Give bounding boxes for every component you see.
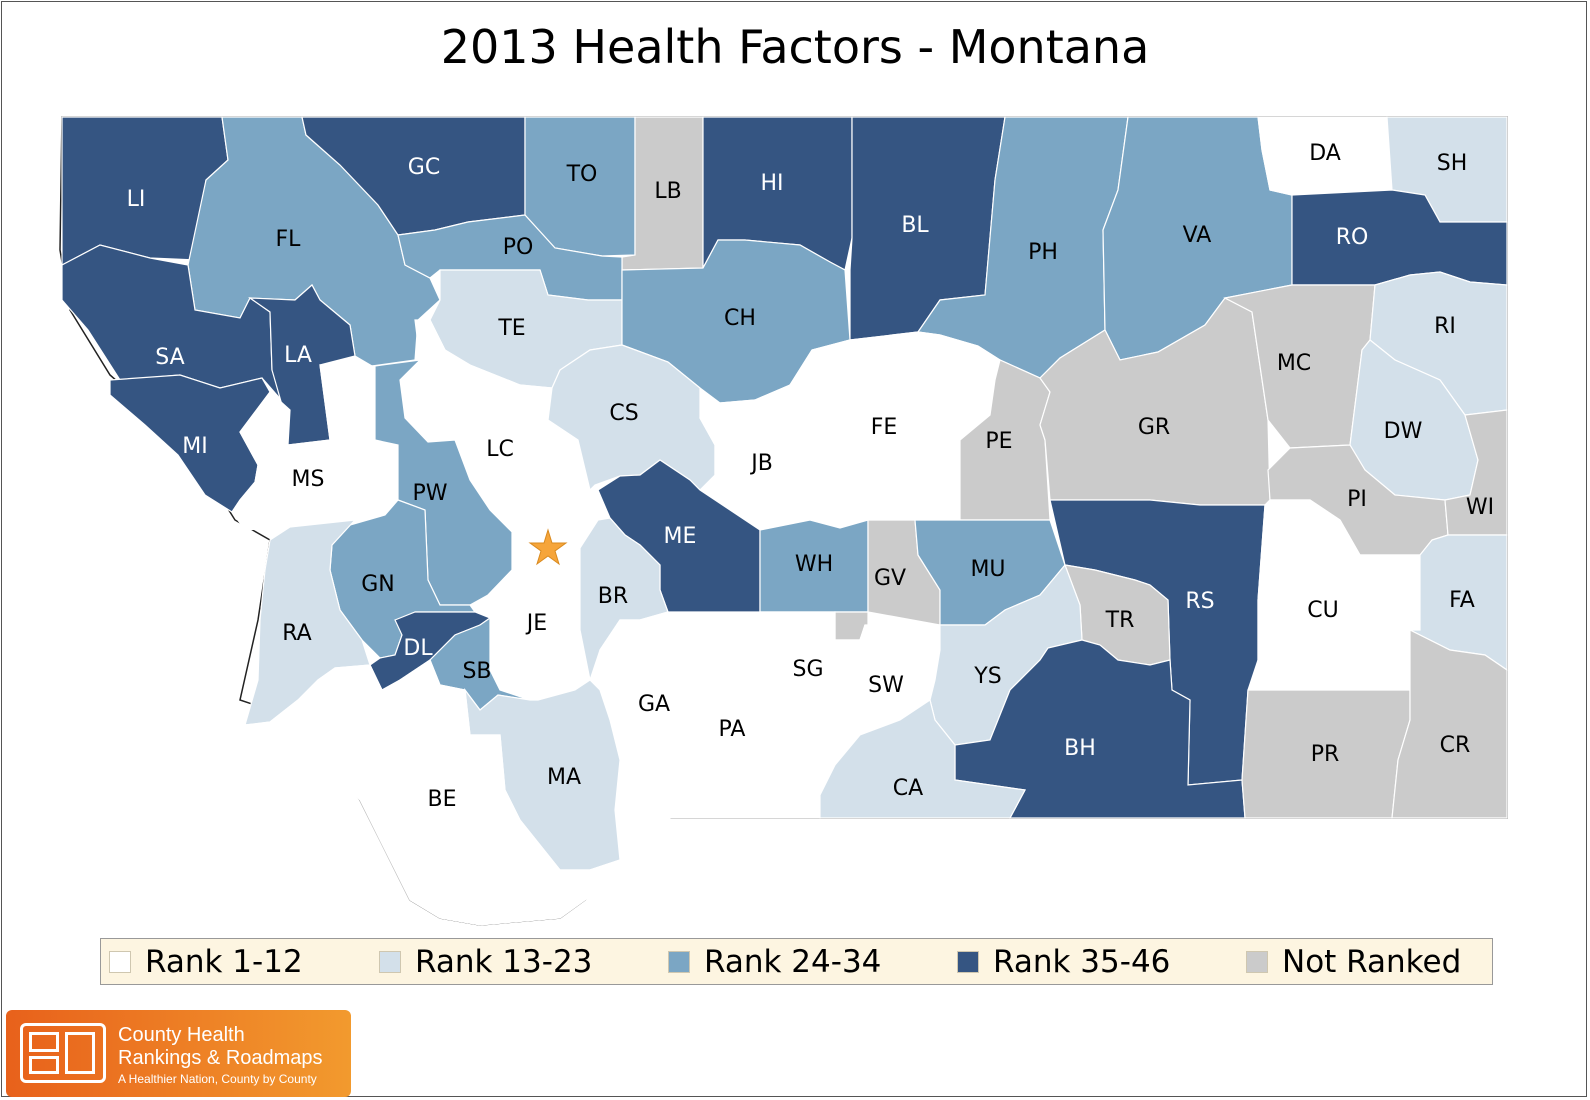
county-gr [1039, 297, 1271, 506]
map-legend: Rank 1-12 Rank 13-23 Rank 24-34 Rank 35-46 N… [100, 938, 1493, 985]
county-label-va: VA [1183, 223, 1212, 248]
county-label-fa: FA [1449, 588, 1475, 613]
county-label-ys: YS [973, 664, 1001, 689]
county-label-hi: HI [760, 171, 783, 196]
county-label-la: LA [284, 343, 312, 368]
county-label-rs: RS [1185, 589, 1214, 614]
county-label-bl: BL [901, 213, 929, 238]
county-label-cs: CS [609, 401, 638, 426]
county-label-te: TE [497, 316, 525, 341]
county-label-to: TO [566, 162, 598, 187]
county-label-gn: GN [361, 572, 395, 597]
county-label-mi: MI [182, 434, 207, 459]
county-label-sb: SB [462, 659, 491, 684]
county-label-li: LI [127, 187, 146, 212]
legend-swatch [957, 951, 979, 973]
legend-item: Rank 1-12 [109, 944, 303, 980]
county-label-mu: MU [970, 557, 1005, 582]
legend-swatch [668, 951, 690, 973]
legend-swatch [379, 951, 401, 973]
county-label-sw: SW [868, 673, 904, 698]
county-label-mc: MC [1277, 351, 1311, 376]
county-label-ra: RA [282, 621, 311, 646]
county-label-wh: WH [795, 552, 833, 577]
county-label-ph: PH [1028, 240, 1058, 265]
county-label-ca: CA [893, 776, 923, 801]
county-label-pi: PI [1347, 487, 1367, 512]
legend-label: Not Ranked [1282, 944, 1462, 980]
capital-star-icon [528, 528, 568, 566]
legend-swatch [1246, 951, 1268, 973]
legend-item: Rank 24-34 [668, 944, 882, 980]
county-label-gv: GV [874, 566, 906, 591]
county-br [579, 517, 669, 683]
county-label-cu: CU [1307, 598, 1338, 623]
county-label-cr: CR [1440, 733, 1471, 758]
county-label-sh: SH [1437, 151, 1468, 176]
county-label-ga: GA [638, 692, 670, 717]
county-label-ch: CH [724, 306, 756, 331]
county-label-fl: FL [276, 227, 302, 252]
legend-label: Rank 13-23 [415, 944, 593, 980]
county-ca [819, 699, 1026, 819]
chrr-logo-icon [20, 1023, 106, 1083]
legend-label: Rank 35-46 [993, 944, 1171, 980]
legend-swatch [109, 951, 131, 973]
county-label-br: BR [598, 584, 628, 609]
county-label-wi: WI [1466, 495, 1494, 520]
legend-item: Rank 35-46 [957, 944, 1171, 980]
logo-line-2: Rankings & Roadmaps [118, 1047, 323, 1069]
county-label-jb: JB [749, 451, 773, 476]
county-label-pe: PE [985, 429, 1012, 454]
county-label-sa: SA [155, 345, 184, 370]
county-label-lb: LB [654, 179, 681, 204]
county-label-je: JE [525, 611, 547, 636]
county-label-da: DA [1309, 141, 1341, 166]
county-label-pw: PW [412, 481, 447, 506]
county-cr [1391, 629, 1508, 819]
county-label-ma: MA [547, 765, 581, 790]
county-wi [1444, 409, 1508, 536]
logo-tagline: A Healthier Nation, County by County [118, 1072, 317, 1086]
legend-label: Rank 24-34 [704, 944, 882, 980]
map-title: 2013 Health Factors - Montana [440, 20, 1150, 74]
county-label-gr: GR [1138, 415, 1170, 440]
county-label-ro: RO [1336, 225, 1369, 250]
chrr-logo: County Health Rankings & Roadmaps A Heal… [6, 1010, 351, 1097]
county-label-be: BE [428, 787, 457, 812]
county-label-fe: FE [871, 415, 898, 440]
legend-label: Rank 1-12 [145, 944, 303, 980]
county-label-dl: DL [403, 636, 433, 661]
county-label-me: ME [664, 524, 697, 549]
county-label-dw: DW [1384, 419, 1423, 444]
county-label-lc: LC [486, 437, 514, 462]
county-label-pa: PA [719, 717, 746, 742]
county-label-sg: SG [792, 657, 823, 682]
county-label-ri: RI [1434, 314, 1456, 339]
county-label-po: PO [503, 235, 534, 260]
logo-line-1: County Health [118, 1024, 245, 1046]
county-label-ms: MS [292, 467, 325, 492]
county-label-tr: TR [1105, 608, 1135, 633]
county-label-gc: GC [408, 155, 440, 180]
county-label-pr: PR [1311, 742, 1340, 767]
county-be [242, 659, 622, 926]
legend-item: Rank 13-23 [379, 944, 593, 980]
county-label-bh: BH [1064, 736, 1096, 761]
legend-item: Not Ranked [1246, 944, 1462, 980]
